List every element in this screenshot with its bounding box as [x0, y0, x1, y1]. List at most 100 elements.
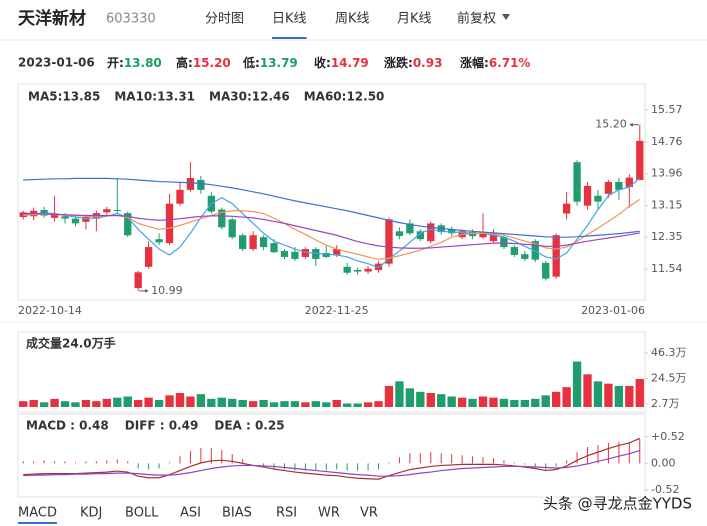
- volume-bar: [416, 391, 425, 407]
- indicator-tab[interactable]: KDJ: [80, 506, 102, 521]
- volume-bar: [572, 361, 582, 407]
- indicator-tab[interactable]: BIAS: [222, 506, 252, 521]
- volume-bar: [123, 396, 132, 407]
- candle-body: [479, 232, 487, 238]
- volume-bar: [437, 394, 446, 407]
- y-tick-label: 12.35: [651, 230, 683, 243]
- volume-bar: [301, 402, 310, 407]
- ma-line: [23, 212, 640, 249]
- volume-bar: [583, 374, 592, 407]
- candle-body: [374, 263, 383, 270]
- x-tick-label: 2022-11-25: [305, 304, 369, 317]
- candle-body: [259, 237, 268, 248]
- volume-bar: [290, 401, 300, 407]
- volume-bar: [499, 398, 509, 407]
- y-tick-label: 13.96: [651, 167, 683, 180]
- period-tab[interactable]: 周K线: [335, 12, 370, 27]
- candle-body: [165, 203, 174, 244]
- candle-body: [50, 214, 59, 218]
- volume-bar: [457, 397, 467, 407]
- candle-body: [604, 181, 613, 194]
- volume-bar: [39, 402, 49, 407]
- candle-body: [176, 189, 184, 204]
- macd-line: [23, 450, 640, 477]
- volume-bar: [384, 385, 394, 407]
- x-tick-label: 2022-10-14: [18, 304, 82, 317]
- candle-body: [625, 177, 633, 188]
- quote-label: 高:: [176, 55, 193, 70]
- volume-bar: [625, 385, 634, 407]
- macd-panel: [17, 413, 646, 498]
- min-arrow-head: [145, 288, 149, 293]
- volume-panel: [17, 331, 646, 413]
- min-label: 10.99: [151, 284, 183, 297]
- quote-date: 2023-01-06: [18, 56, 95, 70]
- volume-bar: [269, 402, 279, 407]
- y-tick-label: +0.52: [651, 430, 685, 443]
- volume-bar: [280, 401, 289, 407]
- quote-label: 涨幅:: [460, 55, 489, 70]
- candle-body: [322, 253, 330, 257]
- indicator-tab[interactable]: BOLL: [125, 506, 159, 521]
- candle-body: [197, 179, 205, 190]
- volume-bar: [593, 381, 603, 407]
- indicator-tab[interactable]: MACD: [18, 506, 57, 521]
- candle-body: [71, 218, 80, 224]
- candle-body: [228, 219, 236, 238]
- macd-legend-entry: DIFF : 0.49: [125, 419, 199, 433]
- indicator-tab[interactable]: WR: [318, 506, 340, 521]
- volume-bar: [332, 399, 341, 407]
- period-tab[interactable]: 月K线: [397, 12, 432, 27]
- volume-bar: [604, 383, 613, 407]
- volume-bar: [395, 381, 404, 407]
- period-tab[interactable]: 分时图: [205, 12, 244, 27]
- candle-body: [427, 223, 435, 242]
- volume-bar: [562, 387, 571, 407]
- volume-bar: [551, 391, 561, 407]
- candle-body: [364, 268, 372, 272]
- candle-body: [489, 233, 498, 242]
- y-tick-label: 14.76: [651, 135, 683, 148]
- candle-body: [239, 235, 247, 250]
- candle-body: [291, 251, 299, 259]
- quote-value: 13.79: [260, 56, 298, 70]
- quote-item: 收:14.79: [314, 55, 369, 70]
- volume-bar: [165, 395, 174, 407]
- price-panel: [17, 83, 646, 301]
- macd-line: [23, 437, 641, 480]
- dropdown-arrow[interactable]: [502, 14, 510, 20]
- candle-body: [500, 237, 508, 248]
- volume-bar: [102, 398, 112, 407]
- max-label: 15.20: [595, 118, 627, 131]
- stock-name: 天洋新材: [18, 8, 86, 29]
- y-tick-label: 0.00: [651, 456, 676, 469]
- quote-label: 低:: [242, 55, 260, 70]
- indicator-tab[interactable]: ASI: [180, 506, 201, 521]
- volume-title: 成交量24.0万手: [26, 336, 116, 351]
- volume-bar: [248, 401, 258, 407]
- volume-bar: [447, 396, 456, 407]
- quote-value: 13.80: [124, 56, 162, 70]
- candle-body: [395, 231, 404, 237]
- volume-bar: [196, 394, 206, 407]
- period-tab[interactable]: 前复权: [457, 11, 496, 27]
- indicator-tab[interactable]: VR: [360, 506, 378, 521]
- y-tick-label: 13.15: [651, 199, 683, 212]
- quote-label: 开:: [107, 56, 124, 70]
- candle-body: [552, 235, 560, 277]
- indicator-tab[interactable]: RSI: [276, 506, 297, 521]
- y-tick-label: 24.5万: [651, 371, 687, 384]
- candle-body: [103, 209, 111, 213]
- legend-entry: MA60:12.50: [304, 90, 385, 104]
- volume-bar: [207, 398, 216, 407]
- ma-line: [23, 177, 640, 238]
- period-tab[interactable]: 日K线: [272, 12, 307, 27]
- quote-label: 涨跌:: [384, 55, 413, 70]
- volume-bar: [468, 398, 477, 407]
- watermark: 头条 @寻龙点金YYDS: [543, 495, 692, 513]
- candle-body: [144, 247, 153, 267]
- y-tick-label: -0.52: [651, 483, 679, 496]
- candle-body: [249, 235, 257, 250]
- volume-bar: [541, 395, 550, 407]
